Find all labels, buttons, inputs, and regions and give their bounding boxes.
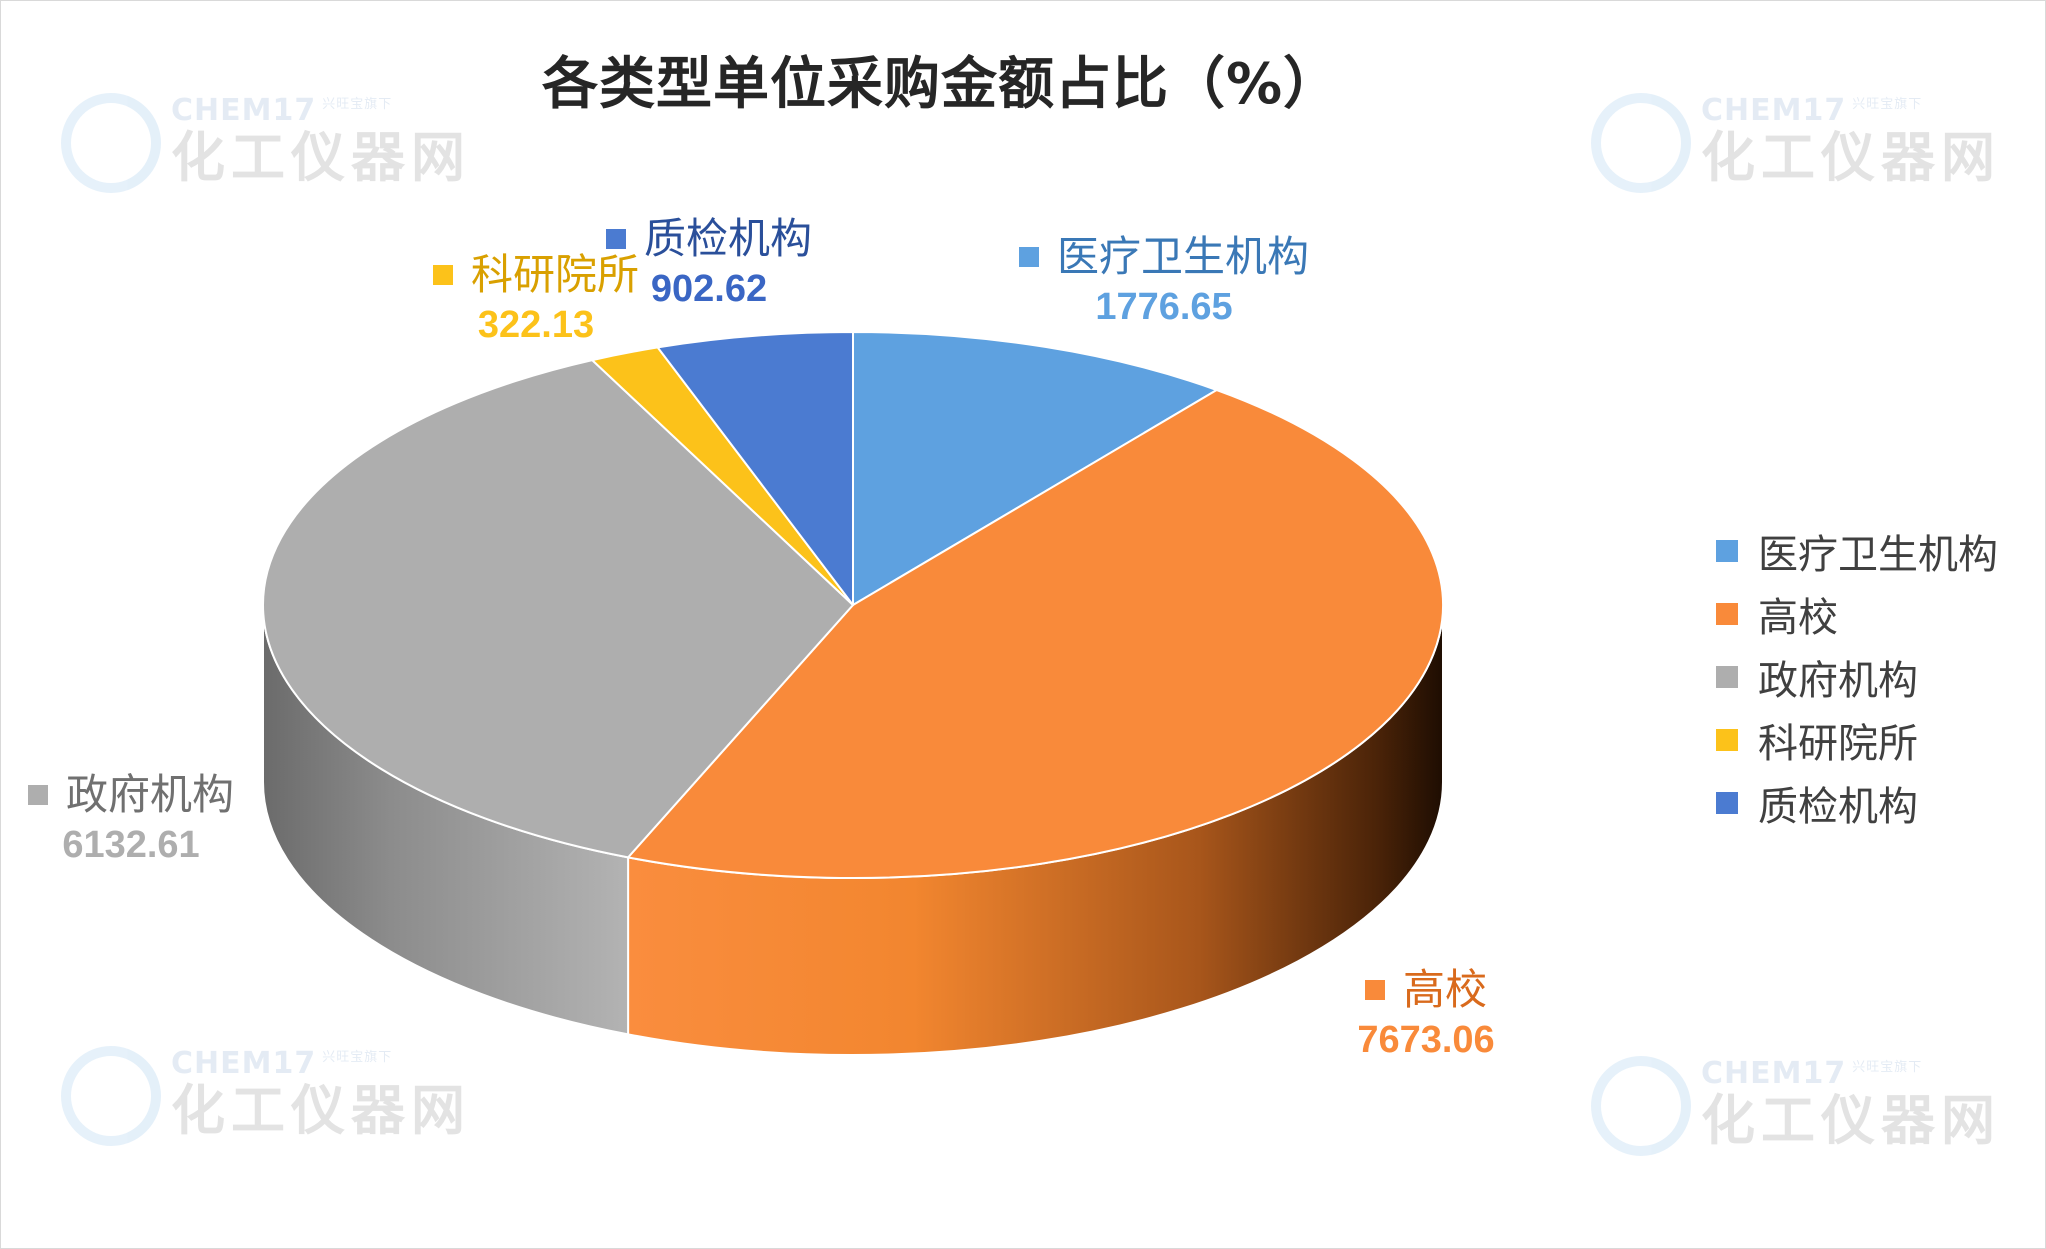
data-label-高校: 高校 7673.06 xyxy=(1296,956,1556,1062)
pie-top xyxy=(262,331,1444,879)
legend-swatch xyxy=(1716,665,1738,688)
pie-slice-医疗卫生机构 xyxy=(852,331,1218,606)
watermark-brand: CHEM17 xyxy=(171,1046,317,1081)
data-label-政府机构: 政府机构 6132.61 xyxy=(1,761,261,867)
watermark-name: 化工仪器网 xyxy=(1701,126,2001,189)
data-label-value: 322.13 xyxy=(477,304,595,346)
legend-label: 科研院所 xyxy=(1758,720,1918,767)
watermark-tagline: 兴旺宝旗下 xyxy=(1852,1060,1923,1075)
data-label-swatch xyxy=(432,265,453,285)
legend-label: 高校 xyxy=(1758,594,1838,641)
data-label-value: 6132.61 xyxy=(62,824,200,866)
data-label-质检机构: 质检机构 902.62 xyxy=(579,205,839,311)
watermark-logo-icon xyxy=(1591,1056,1691,1156)
legend-swatch xyxy=(1716,728,1738,751)
watermark-brand: CHEM17 xyxy=(171,93,317,128)
legend-label: 政府机构 xyxy=(1758,657,1918,704)
data-label-category: 科研院所 xyxy=(470,250,639,299)
watermark-name: 化工仪器网 xyxy=(171,1079,471,1142)
data-label-科研院所: 科研院所 322.13 xyxy=(406,241,666,347)
watermark-logo-icon xyxy=(1591,93,1691,193)
data-label-value: 1776.65 xyxy=(1095,286,1233,328)
legend-swatch xyxy=(1716,791,1738,814)
data-label-category: 医疗卫生机构 xyxy=(1056,232,1309,281)
legend-label: 质检机构 xyxy=(1758,783,1918,830)
data-label-category: 质检机构 xyxy=(643,214,812,263)
watermark-name: 化工仪器网 xyxy=(1701,1089,2001,1152)
chart-title: 各类型单位采购金额占比（%） xyxy=(541,52,1341,117)
watermark-brand: CHEM17 xyxy=(1701,1056,1847,1091)
data-label-value: 7673.06 xyxy=(1357,1019,1495,1061)
watermark-top-left: CHEM17 兴旺宝旗下 化工仪器网 xyxy=(61,93,471,193)
watermark-tagline: 兴旺宝旗下 xyxy=(322,97,393,112)
watermark-logo-icon xyxy=(61,93,161,193)
pie-slice-质检机构 xyxy=(656,331,854,606)
data-label-swatch xyxy=(27,785,48,805)
watermark-top-right: CHEM17 兴旺宝旗下 化工仪器网 xyxy=(1591,93,2001,193)
watermark-tagline: 兴旺宝旗下 xyxy=(1852,97,1923,112)
data-label-category: 政府机构 xyxy=(65,770,234,819)
legend-item-科研院所: 科研院所 xyxy=(1716,708,1998,771)
legend-item-政府机构: 政府机构 xyxy=(1716,645,1998,708)
watermark-bottom-right: CHEM17 兴旺宝旗下 化工仪器网 xyxy=(1591,1056,2001,1156)
data-label-swatch xyxy=(1018,247,1039,267)
legend-swatch xyxy=(1716,602,1738,625)
data-label-swatch xyxy=(605,229,626,249)
legend-label: 医疗卫生机构 xyxy=(1758,531,1998,578)
watermark-bottom-left: CHEM17 兴旺宝旗下 化工仪器网 xyxy=(61,1046,471,1146)
data-label-value: 902.62 xyxy=(650,268,768,310)
legend-swatch xyxy=(1716,539,1738,562)
pie-sides xyxy=(262,604,1444,1056)
legend-item-医疗卫生机构: 医疗卫生机构 xyxy=(1716,519,1998,582)
data-label-category: 高校 xyxy=(1402,965,1487,1014)
pie-slice-政府机构 xyxy=(262,359,854,859)
watermark-logo-icon xyxy=(61,1046,161,1146)
watermark-name: 化工仪器网 xyxy=(171,126,471,189)
watermark-tagline: 兴旺宝旗下 xyxy=(322,1050,393,1065)
legend: 医疗卫生机构 高校政府机构科研院所质检机构 xyxy=(1716,519,1998,834)
data-label-医疗卫生机构: 医疗卫生机构 1776.65 xyxy=(979,223,1349,329)
watermark-brand: CHEM17 xyxy=(1701,93,1847,128)
legend-item-质检机构: 质检机构 xyxy=(1716,771,1998,834)
data-label-swatch xyxy=(1364,980,1385,1000)
legend-item-高校: 高校 xyxy=(1716,582,1998,645)
pie-slice-高校 xyxy=(627,389,1444,879)
